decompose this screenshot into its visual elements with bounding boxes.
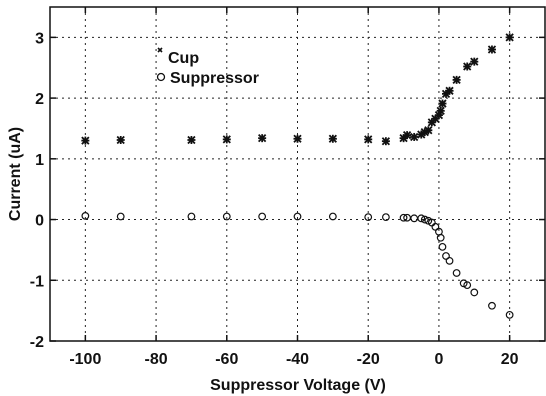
cup-point <box>445 86 454 95</box>
suppressor-point <box>470 288 479 297</box>
x-tick-label: -80 <box>145 351 168 368</box>
suppressor-point <box>81 212 90 220</box>
y-tick-label: 1 <box>35 152 44 169</box>
x-tick-label: 0 <box>434 351 443 368</box>
suppressor-point <box>463 281 472 290</box>
cup-point <box>424 126 433 135</box>
cup-point <box>258 134 267 143</box>
suppressor-point <box>420 215 429 224</box>
suppressor-point <box>445 256 454 265</box>
suppressor-point <box>452 269 461 277</box>
suppressor-point <box>410 214 419 223</box>
cup-point <box>505 33 514 42</box>
y-tick-label: -1 <box>30 273 44 290</box>
legend-label-suppressor: Suppressor <box>170 70 259 87</box>
legend-item-cup: Cup <box>157 47 199 67</box>
legend-label-cup: Cup <box>168 50 199 67</box>
x-tick-label: 20 <box>501 351 519 368</box>
suppressor-point <box>399 213 408 222</box>
cup-point <box>364 135 373 144</box>
suppressor-point <box>417 214 426 223</box>
cup-point <box>470 57 479 66</box>
cup-point <box>293 134 302 143</box>
x-tick-label: -60 <box>215 351 238 368</box>
suppressor-point <box>222 212 231 221</box>
suppressor-point <box>116 212 125 221</box>
cup-point <box>410 132 419 142</box>
suppressor-point <box>381 213 390 222</box>
y-axis-title: Current (uA) <box>7 127 24 221</box>
y-tick-label: 3 <box>35 30 44 47</box>
cup-point <box>81 136 90 145</box>
cup-point <box>381 137 391 146</box>
suppressor-point <box>364 213 373 222</box>
suppressor-point <box>505 310 514 319</box>
suppressor-point <box>293 212 302 221</box>
cup-point <box>222 135 231 144</box>
axis-ticks <box>50 7 545 342</box>
data-points <box>81 33 514 319</box>
x-tick-labels: -100 -80 -60 -40 -20 0 20 <box>69 351 518 368</box>
suppressor-point <box>436 233 445 242</box>
cup-point <box>328 134 337 143</box>
x-tick-label: -20 <box>357 351 380 368</box>
legend: Cup Suppressor <box>156 47 259 87</box>
y-tick-label: 2 <box>35 91 44 108</box>
y-tick-labels: -2 -1 0 1 2 3 <box>30 30 44 351</box>
legend-item-suppressor: Suppressor <box>156 70 259 87</box>
cup-point <box>116 135 125 145</box>
cup-point <box>436 106 445 115</box>
x-tick-label: -100 <box>69 351 101 368</box>
suppressor-point <box>258 212 267 221</box>
suppressor-point <box>328 212 337 221</box>
cup-point <box>187 135 196 145</box>
y-tick-label: 0 <box>35 213 44 230</box>
y-tick-label: -2 <box>30 334 44 351</box>
suppressor-point <box>488 301 496 310</box>
suppressor-point <box>187 212 196 221</box>
x-axis-title: Suppressor Voltage (V) <box>210 377 386 394</box>
cup-point <box>438 99 447 108</box>
cup-point <box>463 62 472 71</box>
legend-marker-cup <box>157 47 163 53</box>
cup-point <box>487 45 497 54</box>
cup-point <box>402 130 412 140</box>
x-tick-label: -40 <box>286 351 309 368</box>
suppressor-point <box>438 242 447 251</box>
cup-point <box>452 75 461 85</box>
legend-marker-suppressor <box>156 72 166 82</box>
